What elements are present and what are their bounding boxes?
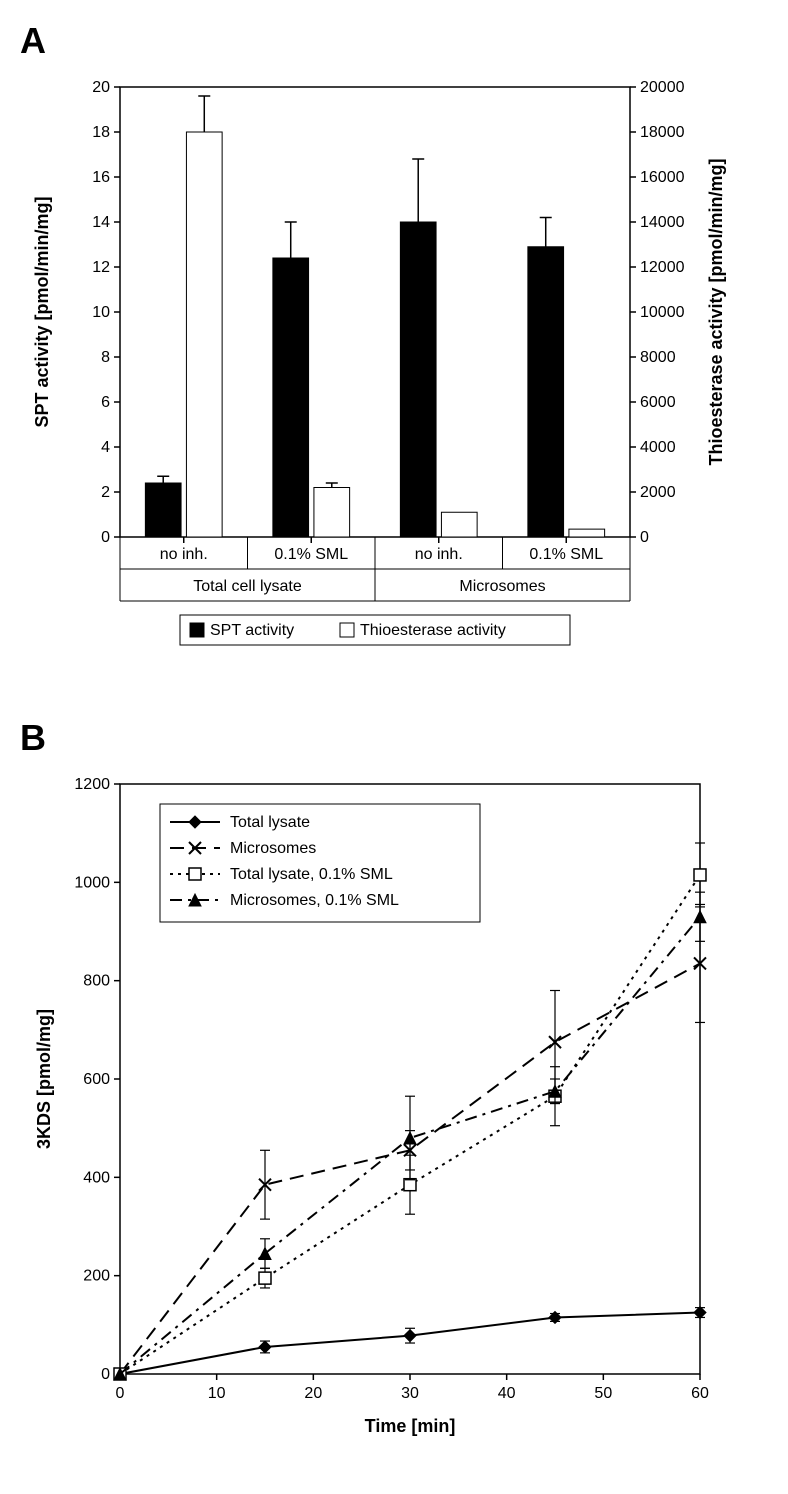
- svg-text:200: 200: [83, 1268, 110, 1285]
- svg-text:0: 0: [640, 529, 649, 546]
- svg-text:0: 0: [101, 529, 110, 546]
- svg-text:60: 60: [691, 1385, 709, 1402]
- svg-text:12: 12: [92, 259, 110, 276]
- svg-text:14: 14: [92, 214, 110, 231]
- svg-text:50: 50: [594, 1385, 612, 1402]
- svg-text:10: 10: [92, 304, 110, 321]
- svg-text:2000: 2000: [640, 484, 676, 501]
- svg-text:0.1% SML: 0.1% SML: [529, 546, 603, 563]
- svg-text:8000: 8000: [640, 349, 676, 366]
- svg-text:18: 18: [92, 124, 110, 141]
- svg-text:14000: 14000: [640, 214, 685, 231]
- svg-text:1000: 1000: [74, 874, 110, 891]
- svg-text:Thioesterase activity [pmol/mi: Thioesterase activity [pmol/min/mg]: [706, 158, 726, 465]
- panel-b-chart: 0 200 400 600 800 1000 1200 3KDS [pmol/mg] 0 10 20…: [20, 764, 768, 1444]
- svg-text:600: 600: [83, 1071, 110, 1088]
- svg-text:20000: 20000: [640, 79, 685, 96]
- svg-text:3KDS [pmol/mg]: 3KDS [pmol/mg]: [34, 1009, 54, 1149]
- svg-text:Total lysate, 0.1% SML: Total lysate, 0.1% SML: [230, 866, 393, 883]
- svg-text:18000: 18000: [640, 124, 685, 141]
- svg-text:8: 8: [101, 349, 110, 366]
- svg-text:SPT activity [pmol/min/mg]: SPT activity [pmol/min/mg]: [32, 196, 52, 427]
- svg-text:Thioesterase activity: Thioesterase activity: [360, 622, 506, 639]
- svg-text:SPT activity: SPT activity: [210, 622, 294, 639]
- svg-text:Total cell lysate: Total cell lysate: [193, 578, 302, 595]
- svg-text:6: 6: [101, 394, 110, 411]
- svg-text:20: 20: [92, 79, 110, 96]
- svg-text:16000: 16000: [640, 169, 685, 186]
- svg-text:Microsomes, 0.1% SML: Microsomes, 0.1% SML: [230, 892, 399, 909]
- svg-text:40: 40: [498, 1385, 516, 1402]
- svg-text:4000: 4000: [640, 439, 676, 456]
- svg-text:Time [min]: Time [min]: [365, 1416, 456, 1436]
- svg-text:10000: 10000: [640, 304, 685, 321]
- svg-text:30: 30: [401, 1385, 419, 1402]
- svg-text:4: 4: [101, 439, 110, 456]
- svg-text:1200: 1200: [74, 776, 110, 793]
- svg-text:6000: 6000: [640, 394, 676, 411]
- svg-text:no inh.: no inh.: [415, 546, 463, 563]
- svg-text:400: 400: [83, 1169, 110, 1186]
- svg-text:800: 800: [83, 973, 110, 990]
- svg-text:Total lysate: Total lysate: [230, 814, 310, 831]
- svg-text:Microsomes: Microsomes: [230, 840, 316, 857]
- svg-text:20: 20: [304, 1385, 322, 1402]
- svg-text:12000: 12000: [640, 259, 685, 276]
- svg-text:16: 16: [92, 169, 110, 186]
- svg-text:Microsomes: Microsomes: [459, 578, 545, 595]
- svg-text:0: 0: [101, 1366, 110, 1383]
- panel-a-chart: 0 2 4 6 8 10 12 14 16 18 20 SPT activity [pmol/min/…: [20, 67, 768, 687]
- svg-text:2: 2: [101, 484, 110, 501]
- panel-a-label: A: [20, 20, 768, 62]
- panel-b-label: B: [20, 717, 768, 759]
- svg-text:no inh.: no inh.: [160, 546, 208, 563]
- svg-text:10: 10: [208, 1385, 226, 1402]
- svg-text:0: 0: [116, 1385, 125, 1402]
- svg-text:0.1% SML: 0.1% SML: [274, 546, 348, 563]
